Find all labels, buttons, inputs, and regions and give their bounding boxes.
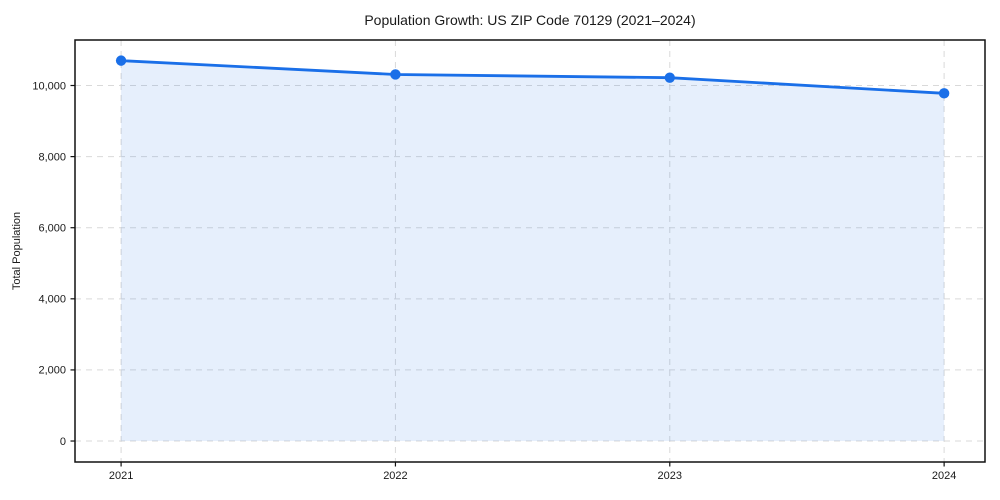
y-tick-label: 0 bbox=[60, 436, 66, 448]
data-point-marker bbox=[115, 55, 127, 66]
area-fill bbox=[121, 60, 945, 442]
data-point-marker bbox=[938, 88, 950, 99]
y-tick-label: 8,000 bbox=[38, 151, 66, 163]
plot-border bbox=[74, 39, 986, 463]
x-tick-label: 2022 bbox=[383, 470, 407, 482]
y-tick-label: 6,000 bbox=[38, 223, 66, 235]
chart-title: Population Growth: US ZIP Code 70129 (20… bbox=[364, 12, 696, 28]
y-axis-label: Total Population bbox=[11, 211, 23, 291]
x-tick-label: 2023 bbox=[658, 470, 682, 482]
x-tick-label: 2024 bbox=[932, 470, 956, 482]
trend-line bbox=[119, 59, 946, 95]
data-point-marker bbox=[390, 69, 401, 80]
x-tick-label: 2021 bbox=[109, 470, 133, 482]
y-tick-label: 4,000 bbox=[38, 294, 66, 306]
y-tick-label: 10,000 bbox=[32, 80, 66, 92]
data-point-marker bbox=[664, 72, 675, 83]
y-tick-label: 2,000 bbox=[38, 365, 66, 377]
